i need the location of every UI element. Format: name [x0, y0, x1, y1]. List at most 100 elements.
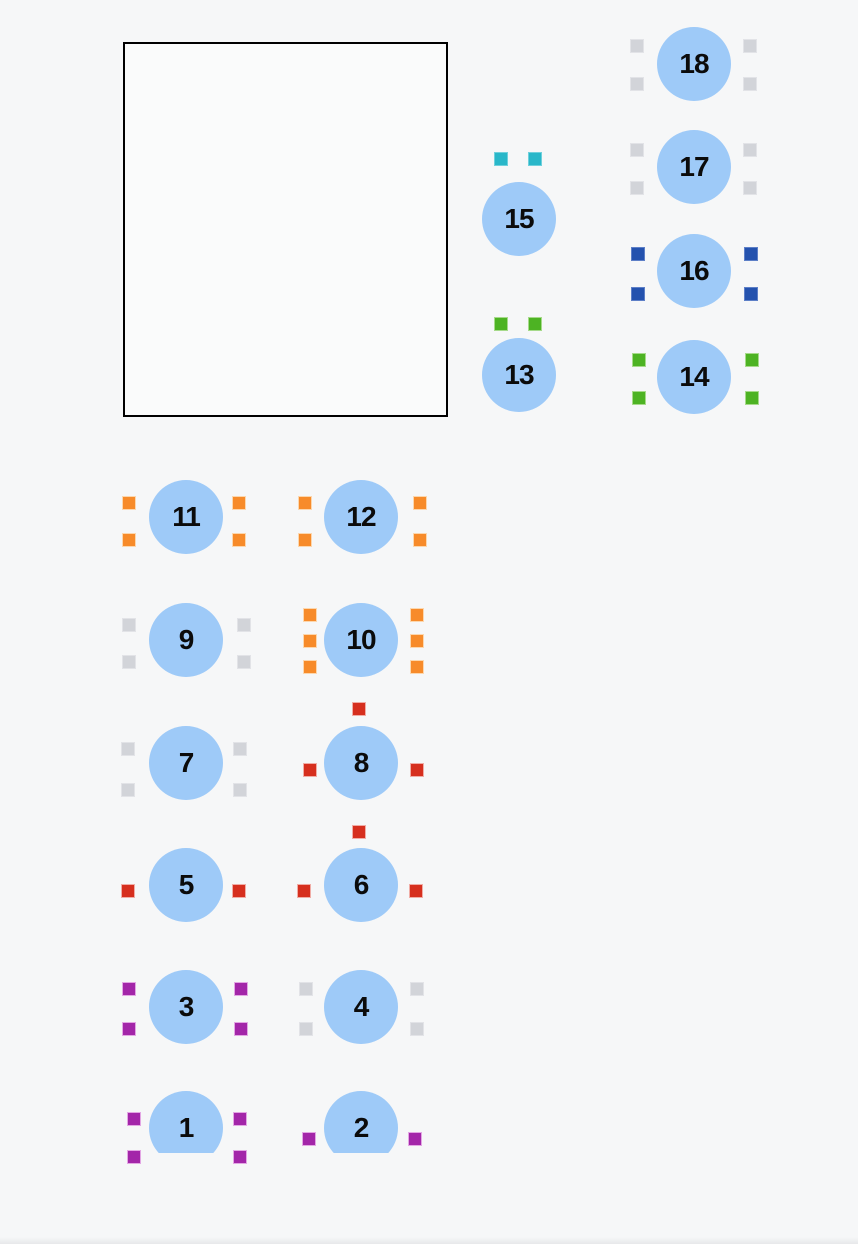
seat-14-green[interactable]: [632, 391, 646, 405]
seat-17-gray[interactable]: [743, 181, 757, 195]
seat-12-orange[interactable]: [413, 496, 427, 510]
seat-6-red[interactable]: [409, 884, 423, 898]
table-clip-1: 1: [149, 1091, 223, 1153]
seat-4-gray[interactable]: [299, 1022, 313, 1036]
table-11[interactable]: 11: [149, 480, 223, 554]
table-3[interactable]: 3: [149, 970, 223, 1044]
table-7[interactable]: 7: [149, 726, 223, 800]
seat-12-orange[interactable]: [413, 533, 427, 547]
seat-7-gray[interactable]: [121, 742, 135, 756]
seat-14-green[interactable]: [745, 353, 759, 367]
table-10[interactable]: 10: [324, 603, 398, 677]
seat-15-cyan[interactable]: [528, 152, 542, 166]
seat-15-cyan[interactable]: [494, 152, 508, 166]
seat-10-orange[interactable]: [410, 660, 424, 674]
table-17[interactable]: 17: [657, 130, 731, 204]
seat-17-gray[interactable]: [630, 143, 644, 157]
table-18[interactable]: 18: [657, 27, 731, 101]
seat-12-orange[interactable]: [298, 496, 312, 510]
seat-2-purple[interactable]: [408, 1132, 422, 1146]
table-14[interactable]: 14: [657, 340, 731, 414]
seat-16-blue[interactable]: [631, 287, 645, 301]
table-label: 16: [679, 255, 709, 286]
seat-4-gray[interactable]: [299, 982, 313, 996]
seat-8-red[interactable]: [352, 702, 366, 716]
seat-18-gray[interactable]: [630, 77, 644, 91]
seat-2-purple[interactable]: [302, 1132, 316, 1146]
table-label: 5: [178, 869, 195, 900]
table-label: 4: [353, 991, 370, 1022]
seat-11-orange[interactable]: [122, 533, 136, 547]
seat-6-red[interactable]: [297, 884, 311, 898]
seat-3-purple[interactable]: [234, 1022, 248, 1036]
seat-17-gray[interactable]: [630, 181, 644, 195]
seat-12-orange[interactable]: [298, 533, 312, 547]
table-label: 15: [504, 203, 534, 234]
table-5[interactable]: 5: [149, 848, 223, 922]
seat-17-gray[interactable]: [743, 143, 757, 157]
seat-7-gray[interactable]: [233, 742, 247, 756]
table-label: 18: [679, 48, 709, 79]
seat-13-green[interactable]: [528, 317, 542, 331]
bottom-edge-shadow: [0, 1237, 858, 1244]
table-label: 1: [178, 1112, 195, 1143]
seat-1-purple[interactable]: [233, 1112, 247, 1126]
table-1[interactable]: 1: [149, 1091, 223, 1153]
seat-5-red[interactable]: [121, 884, 135, 898]
table-2[interactable]: 2: [324, 1091, 398, 1153]
seat-1-purple[interactable]: [233, 1150, 247, 1164]
table-label: 6: [353, 869, 370, 900]
seat-10-orange[interactable]: [303, 608, 317, 622]
seat-16-blue[interactable]: [744, 247, 758, 261]
seat-14-green[interactable]: [632, 353, 646, 367]
table-8[interactable]: 8: [324, 726, 398, 800]
table-15[interactable]: 15: [482, 182, 556, 256]
table-clip-2: 2: [324, 1091, 398, 1153]
seat-11-orange[interactable]: [122, 496, 136, 510]
seat-11-orange[interactable]: [232, 533, 246, 547]
seat-3-purple[interactable]: [234, 982, 248, 996]
seat-9-gray[interactable]: [237, 618, 251, 632]
seat-1-purple[interactable]: [127, 1150, 141, 1164]
seat-10-orange[interactable]: [410, 608, 424, 622]
table-label: 9: [178, 624, 195, 655]
seat-7-gray[interactable]: [121, 783, 135, 797]
table-label: 11: [172, 501, 201, 532]
seat-10-orange[interactable]: [303, 634, 317, 648]
table-label: 8: [353, 747, 370, 778]
seat-16-blue[interactable]: [631, 247, 645, 261]
seat-3-purple[interactable]: [122, 982, 136, 996]
seat-4-gray[interactable]: [410, 1022, 424, 1036]
seat-9-gray[interactable]: [122, 618, 136, 632]
seat-9-gray[interactable]: [237, 655, 251, 669]
seat-5-red[interactable]: [232, 884, 246, 898]
table-4[interactable]: 4: [324, 970, 398, 1044]
table-label: 7: [178, 747, 195, 778]
table-13[interactable]: 13: [482, 338, 556, 412]
seat-7-gray[interactable]: [233, 783, 247, 797]
floor-rectangle: [123, 42, 448, 417]
seat-11-orange[interactable]: [232, 496, 246, 510]
seat-10-orange[interactable]: [410, 634, 424, 648]
seat-8-red[interactable]: [303, 763, 317, 777]
seat-1-purple[interactable]: [127, 1112, 141, 1126]
seat-4-gray[interactable]: [410, 982, 424, 996]
table-6[interactable]: 6: [324, 848, 398, 922]
seat-9-gray[interactable]: [122, 655, 136, 669]
seat-14-green[interactable]: [745, 391, 759, 405]
table-label: 17: [679, 151, 709, 182]
seat-3-purple[interactable]: [122, 1022, 136, 1036]
table-16[interactable]: 16: [657, 234, 731, 308]
seat-10-orange[interactable]: [303, 660, 317, 674]
seat-6-red[interactable]: [352, 825, 366, 839]
seat-8-red[interactable]: [410, 763, 424, 777]
seat-18-gray[interactable]: [630, 39, 644, 53]
table-label: 13: [504, 359, 534, 390]
table-9[interactable]: 9: [149, 603, 223, 677]
table-label: 12: [346, 501, 376, 532]
table-12[interactable]: 12: [324, 480, 398, 554]
seat-18-gray[interactable]: [743, 39, 757, 53]
seat-13-green[interactable]: [494, 317, 508, 331]
seat-16-blue[interactable]: [744, 287, 758, 301]
seat-18-gray[interactable]: [743, 77, 757, 91]
